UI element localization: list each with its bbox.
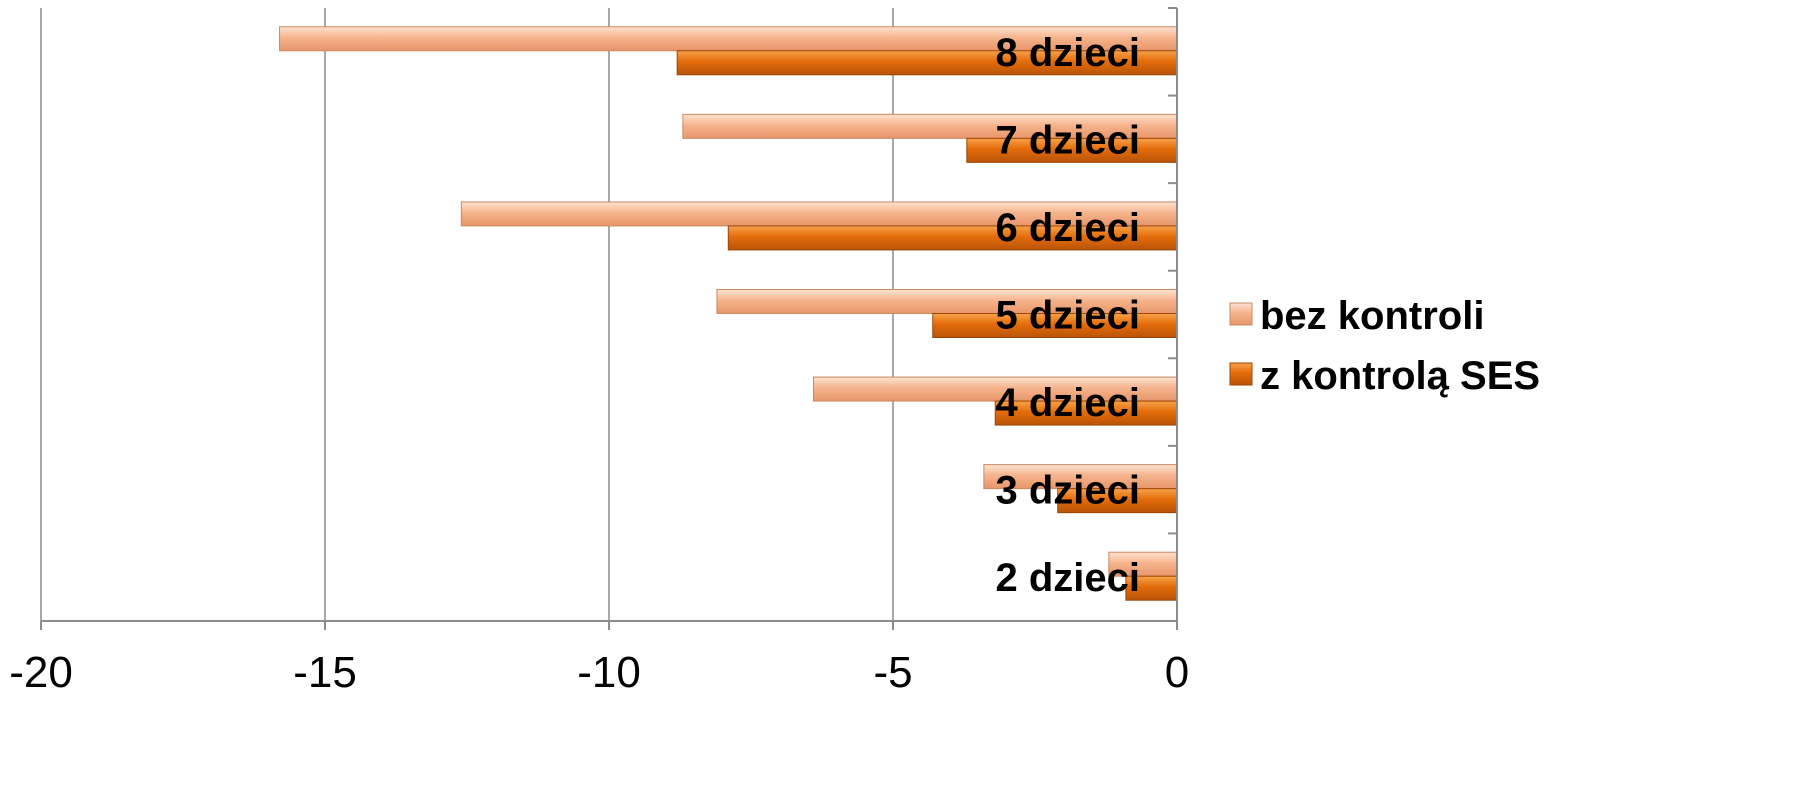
x-tick-label-2: -10	[577, 648, 641, 697]
bar-bez-kontroli-0	[1108, 551, 1178, 577]
bar-bez-kontroli-1	[983, 464, 1178, 490]
category-label-3: 5 dzieci	[995, 294, 1140, 338]
bar-bez-kontroli-6	[279, 26, 1178, 52]
bars	[279, 26, 1178, 601]
legend: bez kontroli z kontrolą SES	[1229, 294, 1540, 398]
category-label-4: 6 dzieci	[995, 206, 1140, 250]
legend-label-0: bez kontroli	[1260, 294, 1484, 338]
x-tick-label-0: -20	[9, 648, 73, 697]
tick-labels: -20 -15 -10 -5 0	[9, 648, 1189, 697]
axes	[40, 7, 1178, 630]
category-label-6: 8 dzieci	[995, 31, 1140, 75]
legend-label-1: z kontrolą SES	[1260, 354, 1540, 398]
category-label-2: 4 dzieci	[995, 381, 1140, 425]
legend-swatch-0	[1229, 302, 1253, 326]
bar-bez-kontroli-3	[716, 289, 1178, 314]
category-label-5: 7 dzieci	[995, 118, 1140, 162]
x-tick-label-1: -15	[293, 648, 357, 697]
x-tick-label-3: -5	[873, 648, 912, 697]
x-tick-label-4: 0	[1165, 648, 1189, 697]
bar-bez-kontroli-5	[682, 113, 1178, 139]
category-labels: 2 dzieci 3 dzieci 4 dzieci 5 dzieci 6 dzieci…	[995, 31, 1140, 600]
bar-bez-kontroli-2	[812, 376, 1178, 402]
bar-bez-kontroli-4	[460, 201, 1178, 227]
category-label-1: 3 dzieci	[995, 469, 1140, 513]
legend-swatch-1	[1229, 362, 1253, 386]
category-label-0: 2 dzieci	[995, 556, 1140, 600]
